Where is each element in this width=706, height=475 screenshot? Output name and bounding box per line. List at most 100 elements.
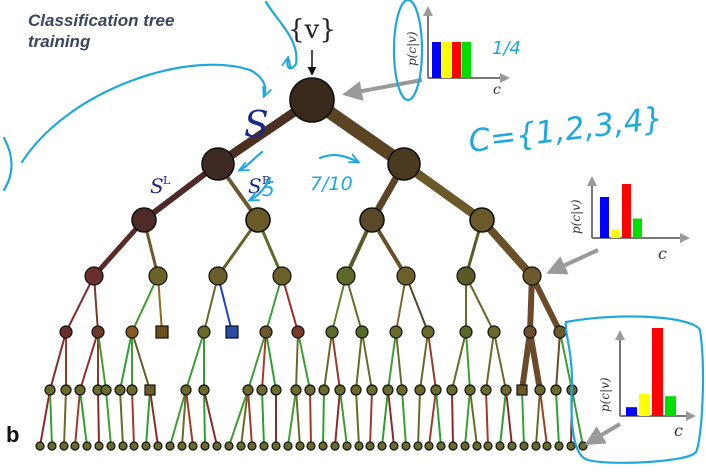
split-node xyxy=(271,385,281,395)
tree-edge xyxy=(75,390,80,446)
histogram-bar xyxy=(600,197,609,238)
tree-edge xyxy=(296,390,300,446)
split-node xyxy=(248,442,256,450)
tree-edge xyxy=(204,390,217,446)
split-node xyxy=(36,442,44,450)
split-node xyxy=(543,442,551,450)
tree-edge xyxy=(50,390,52,446)
split-node xyxy=(335,385,345,395)
split-node xyxy=(484,442,492,450)
tree-edge xyxy=(340,390,347,446)
histogram-bar xyxy=(633,219,642,238)
tree-edge xyxy=(522,390,524,446)
split-node xyxy=(422,326,434,338)
tree-edge xyxy=(132,332,150,390)
split-node xyxy=(397,385,407,395)
leaf-node xyxy=(517,385,527,395)
split-node xyxy=(95,442,103,450)
leaf-node xyxy=(145,385,155,395)
leaf-node xyxy=(156,326,168,338)
tree-edge xyxy=(335,390,340,446)
tree-edge xyxy=(420,332,428,390)
split-node xyxy=(85,267,103,285)
histogram-bar xyxy=(622,184,631,238)
split-node xyxy=(71,442,79,450)
histogram-root-y-label: p(c|v) xyxy=(405,31,419,66)
split-node xyxy=(149,267,167,285)
split-node xyxy=(199,385,209,395)
annotation-class-set: C={1,2,3,4} xyxy=(467,100,665,160)
split-node xyxy=(481,385,491,395)
split-node xyxy=(460,326,472,338)
tree-edge xyxy=(556,332,560,390)
tree-edge xyxy=(310,390,311,446)
root-node xyxy=(290,78,334,122)
tree-edge xyxy=(186,390,193,446)
split-node xyxy=(431,385,441,395)
split-node xyxy=(356,326,368,338)
tree-edge xyxy=(80,390,87,446)
tree-edge xyxy=(429,390,436,446)
tree-edge xyxy=(298,332,310,390)
split-node xyxy=(101,385,111,395)
split-node xyxy=(260,442,268,450)
split-node xyxy=(425,442,433,450)
tree-edge xyxy=(436,390,441,446)
split-node xyxy=(461,442,469,450)
tree-edge xyxy=(266,332,276,390)
histogram-bar xyxy=(452,42,461,78)
tree-edge xyxy=(248,390,252,446)
tree-edge xyxy=(470,390,477,446)
tree-edge xyxy=(288,390,296,446)
annotation-box-leaf-hist xyxy=(566,316,703,462)
tree-edge xyxy=(388,332,396,390)
split-node xyxy=(243,385,253,395)
histogram-mid-x-label: c xyxy=(658,244,667,263)
split-node xyxy=(414,442,422,450)
histogram-leaf: p(c|v) c xyxy=(588,328,694,443)
split-node xyxy=(447,385,457,395)
split-node xyxy=(532,442,540,450)
annotation-uniform-prob: 1/4 xyxy=(492,38,521,59)
split-node xyxy=(61,385,71,395)
tree-edge xyxy=(556,390,559,446)
split-node xyxy=(551,385,561,395)
tree-edge xyxy=(466,332,470,390)
left-set-label: S L xyxy=(150,174,171,198)
tree-edge xyxy=(356,390,359,446)
split-node xyxy=(132,208,156,232)
split-node xyxy=(178,442,186,450)
histogram-mid-y-label: p(c|v) xyxy=(569,199,583,234)
tree-edge xyxy=(530,332,540,390)
annotation-arrow-right-child xyxy=(320,155,358,162)
tree-edge xyxy=(452,332,466,390)
split-node xyxy=(272,442,280,450)
annotation-count-right: 7/10 xyxy=(310,173,353,195)
tree-edge xyxy=(324,332,332,390)
histogram-bar xyxy=(665,396,676,416)
tree-edge xyxy=(486,332,494,390)
split-node xyxy=(390,326,402,338)
histogram-bar xyxy=(626,407,637,416)
split-node xyxy=(567,442,575,450)
split-node xyxy=(225,442,233,450)
split-node xyxy=(291,385,301,395)
histogram-bar xyxy=(611,229,620,238)
split-node xyxy=(189,442,197,450)
split-node xyxy=(383,385,393,395)
split-node xyxy=(397,267,415,285)
histogram-leaf-x-label: c xyxy=(674,421,683,440)
split-node xyxy=(523,267,541,285)
split-node xyxy=(237,442,245,450)
split-node xyxy=(60,326,72,338)
histogram-bar xyxy=(442,42,451,78)
split-node xyxy=(355,442,363,450)
tree-edge xyxy=(150,390,158,446)
split-node xyxy=(415,385,425,395)
split-node xyxy=(351,385,361,395)
annotation-arrow-left-child xyxy=(240,152,262,170)
split-node xyxy=(83,442,91,450)
split-node xyxy=(535,385,545,395)
tree-edge xyxy=(98,390,99,446)
split-node xyxy=(126,326,138,338)
